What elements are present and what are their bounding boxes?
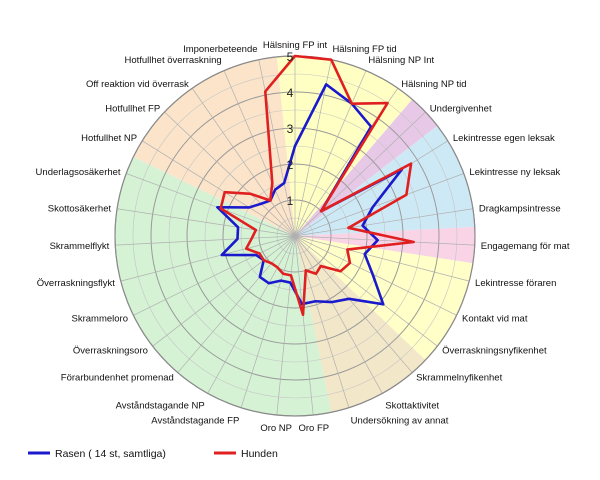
spoke [294, 235, 470, 282]
spoke [276, 235, 296, 416]
spoke [207, 235, 296, 394]
spoke [294, 235, 350, 408]
category-label: Överraskningsflykt [37, 278, 115, 289]
sector-5 [295, 236, 426, 413]
category-label: Hälsning FP tid [332, 44, 396, 55]
category-label: Överraskningsoro [73, 345, 148, 356]
category-label: Oro NP [260, 423, 292, 434]
spoke [294, 208, 473, 237]
spoke [152, 235, 296, 347]
spoke [240, 235, 296, 408]
category-label: Skrammeloro [72, 313, 129, 324]
category-label: Dragkampsintresse [479, 203, 561, 214]
spoke [126, 173, 296, 237]
category-label: Lekintresse föraren [475, 278, 556, 289]
category-label: Hälsning NP Int [368, 55, 434, 66]
category-label: Lekintresse egen leksak [453, 133, 555, 144]
category-label: Kontakt vid mat [462, 313, 528, 324]
spoke [294, 235, 413, 373]
tick-label: 4 [287, 86, 294, 100]
spoke [294, 140, 448, 237]
series-line-1 [219, 54, 415, 317]
spoke [294, 235, 438, 347]
category-label: Överraskningsnyfikenhet [442, 345, 547, 356]
spoke [223, 70, 296, 237]
spoke [164, 111, 296, 237]
sector-6 [115, 156, 332, 417]
category-label: Hälsning FP int [263, 40, 328, 51]
series-lines [216, 54, 415, 317]
category-label: Undergivenhet [430, 103, 492, 114]
category-label: Underlagsosäkerhet [36, 167, 121, 178]
tick-label: 2 [287, 158, 294, 172]
spoke [177, 235, 296, 373]
spoke [294, 235, 314, 416]
legend-label-0: Rasen ( 14 st, samtliga) [55, 448, 166, 460]
spoke [191, 88, 296, 237]
category-label: Skrammelnyfikenhet [416, 373, 502, 384]
category-label: Off reaktion vid överrask [86, 79, 189, 90]
category-label: Hotfullhet FP [105, 103, 160, 114]
legend-label-1: Hunden [241, 448, 278, 460]
category-label: Skottaktivitet [385, 401, 439, 412]
category-label: Hälsning NP tid [401, 79, 466, 90]
category-label: Förarbundenhet promenad [61, 373, 174, 384]
sector-2 [295, 125, 475, 236]
tick-label: 3 [287, 122, 294, 136]
category-label: Skrammelflykt [50, 241, 110, 252]
category-label: Engagemang för mat [481, 241, 570, 252]
spoke [133, 235, 296, 316]
spoke [294, 235, 457, 316]
tick-label: 1 [287, 194, 294, 208]
category-label: Skottosäkerhet [48, 203, 112, 214]
category-label: Oro FP [299, 423, 330, 434]
spoke [117, 208, 296, 237]
tick-label: 5 [287, 50, 294, 64]
category-label: Avståndstagande FP [151, 415, 239, 426]
category-label: Imponerbeteende [183, 44, 257, 55]
legend: Rasen ( 14 st, samtliga) Hunden [28, 448, 278, 460]
spoke [294, 173, 464, 237]
radial-tick-labels: 1 2 3 4 5 [287, 50, 294, 208]
category-label: Lekintresse ny leksak [469, 167, 560, 178]
category-label: Hotfullhet NP [81, 133, 137, 144]
spoke [258, 59, 296, 237]
category-label: Hotfullhet överraskning [124, 55, 221, 66]
sector-0 [276, 55, 413, 236]
spoke [294, 235, 383, 394]
spoke [294, 111, 426, 237]
spoke [294, 235, 475, 246]
category-label: Undersökning av annat [351, 415, 449, 426]
spoke [120, 235, 296, 282]
category-label: Avståndstagande NP [116, 401, 205, 412]
spoke [115, 235, 296, 246]
spoke [294, 70, 367, 237]
spoke [142, 140, 296, 237]
sector-7 [133, 56, 295, 236]
